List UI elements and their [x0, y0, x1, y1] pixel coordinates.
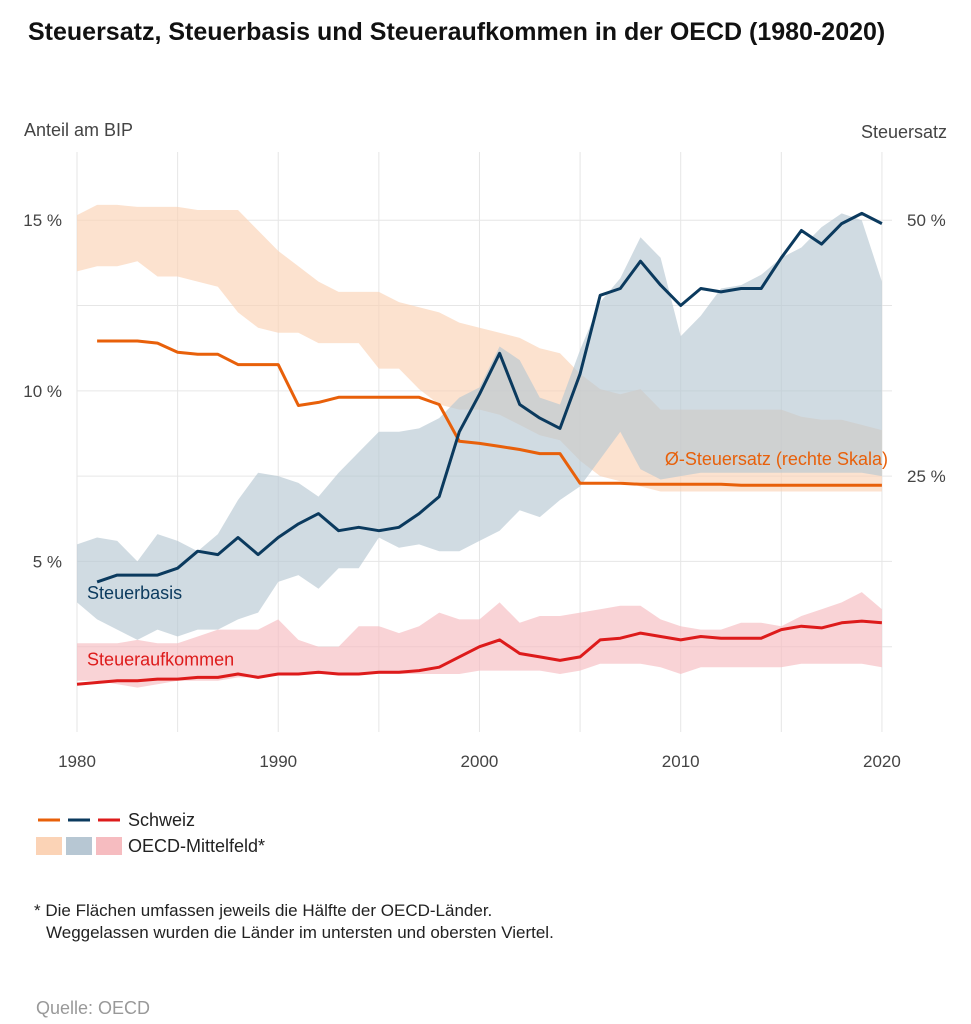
schweiz-lines	[76, 211, 883, 686]
footnote: * Die Flächen umfassen jeweils die Hälft…	[34, 900, 554, 944]
band-steuerbasis	[77, 213, 882, 640]
line-steuerbasis	[96, 211, 883, 584]
oecd-bands	[77, 204, 882, 688]
series-label-steuerbasis: Steuerbasis	[87, 583, 182, 603]
left-tick-label: 10 %	[23, 382, 62, 401]
line-steueraufkommen	[76, 619, 883, 686]
left-axis-title: Anteil am BIP	[24, 120, 134, 140]
legend-row-oecd: OECD-Mittelfeld*	[36, 834, 265, 858]
footnote-line-1: * Die Flächen umfassen jeweils die Hälft…	[34, 901, 493, 920]
legend-row-schweiz: Schweiz	[36, 808, 265, 832]
legend-band-steueraufkommen	[96, 837, 122, 855]
left-tick-label: 15 %	[23, 211, 62, 230]
series-label-steuersatz: Ø-Steuersatz (rechte Skala)	[665, 449, 888, 469]
x-tick-label: 2010	[662, 752, 700, 771]
legend: Schweiz OECD-Mittelfeld*	[36, 808, 265, 860]
x-tick-label: 2000	[461, 752, 499, 771]
legend-label-schweiz: Schweiz	[128, 809, 196, 830]
right-axis-title: Steuersatz	[860, 122, 947, 142]
right-tick-label: 50 %	[907, 211, 946, 230]
series-label-steueraufkommen: Steueraufkommen	[87, 649, 234, 669]
legend-label-oecd: OECD-Mittelfeld*	[128, 835, 266, 856]
legend-band-swatches	[36, 837, 122, 855]
x-tick-label: 1980	[58, 752, 96, 771]
legend-line-swatches	[38, 818, 120, 822]
x-tick-label: 2020	[863, 752, 901, 771]
series-labels: Ø-Steuersatz (rechte Skala) Steuerbasis St…	[87, 449, 888, 670]
line-steuersatz	[97, 339, 882, 487]
legend-band-steuersatz	[36, 837, 62, 855]
x-tick-label: 1990	[259, 752, 297, 771]
legend-band-steuerbasis	[66, 837, 92, 855]
axis-ticks: 5 % 10 % 15 % 25 % 50 % 1980 1990 2000 2010 2020	[23, 211, 946, 771]
chart-plot: 5 %10 %15 %25 %50 %1980 1990 2000 2010 2020 …	[23, 152, 946, 771]
chart-title: Steuersatz, Steuerbasis und Steueraufkom…	[28, 18, 886, 46]
left-tick-label: 5 %	[33, 552, 62, 571]
right-tick-label: 25 %	[907, 467, 946, 486]
footnote-line-2: Weggelassen wurden die Länder im unterst…	[46, 923, 554, 942]
source-note: Quelle: OECD	[36, 998, 151, 1018]
band-steueraufkommen	[77, 592, 882, 688]
